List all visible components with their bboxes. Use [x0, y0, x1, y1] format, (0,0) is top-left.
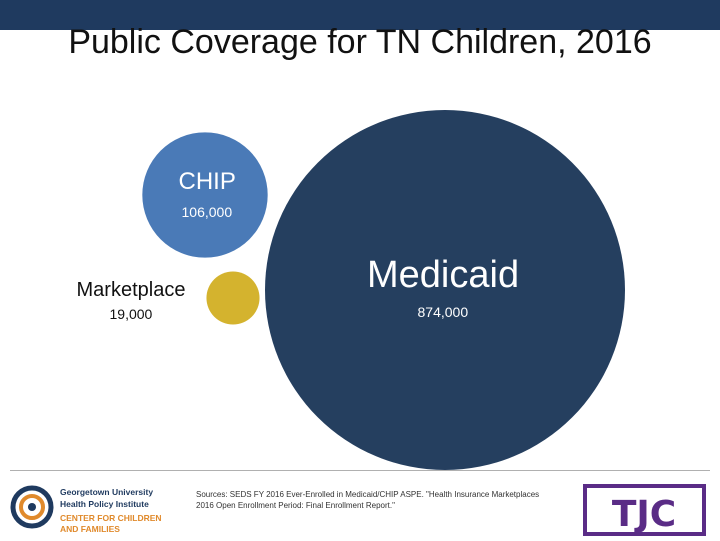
bubble-value-medicaid: 874,000	[417, 304, 469, 320]
georgetown-logo: Georgetown University Health Policy Inst…	[10, 482, 190, 536]
footer-divider	[10, 470, 710, 471]
bubble-value-chip: 106,000	[181, 204, 233, 220]
georgetown-emblem-icon	[10, 485, 54, 529]
bubble-label-marketplace: Marketplace	[76, 279, 186, 301]
bubble-label-medicaid: Medicaid	[367, 254, 520, 296]
bubble-value-marketplace: 19,000	[109, 306, 153, 322]
tjc-logo-graphic: TJC	[583, 484, 706, 536]
chart-title: Public Coverage for TN Children, 2016	[68, 23, 652, 61]
bubble-label-chip: CHIP	[178, 168, 236, 195]
logo-line-2: Health Policy Institute	[60, 499, 149, 509]
bubble-marketplace	[206, 271, 260, 325]
top-bar	[0, 0, 720, 30]
bubble-chip	[142, 132, 268, 258]
bubble-chart	[142, 110, 625, 470]
tjc-logo: TJC	[583, 484, 706, 536]
bubble-medicaid	[265, 110, 625, 470]
logo-line-1: Georgetown University	[60, 487, 154, 497]
sources-note: Sources: SEDS FY 2016 Ever-Enrolled in M…	[196, 490, 540, 510]
tjc-logo-text: TJC	[612, 494, 676, 535]
logo-line-3: CENTER FOR CHILDREN	[60, 513, 162, 523]
logo-line-4: AND FAMILIES	[60, 524, 120, 534]
